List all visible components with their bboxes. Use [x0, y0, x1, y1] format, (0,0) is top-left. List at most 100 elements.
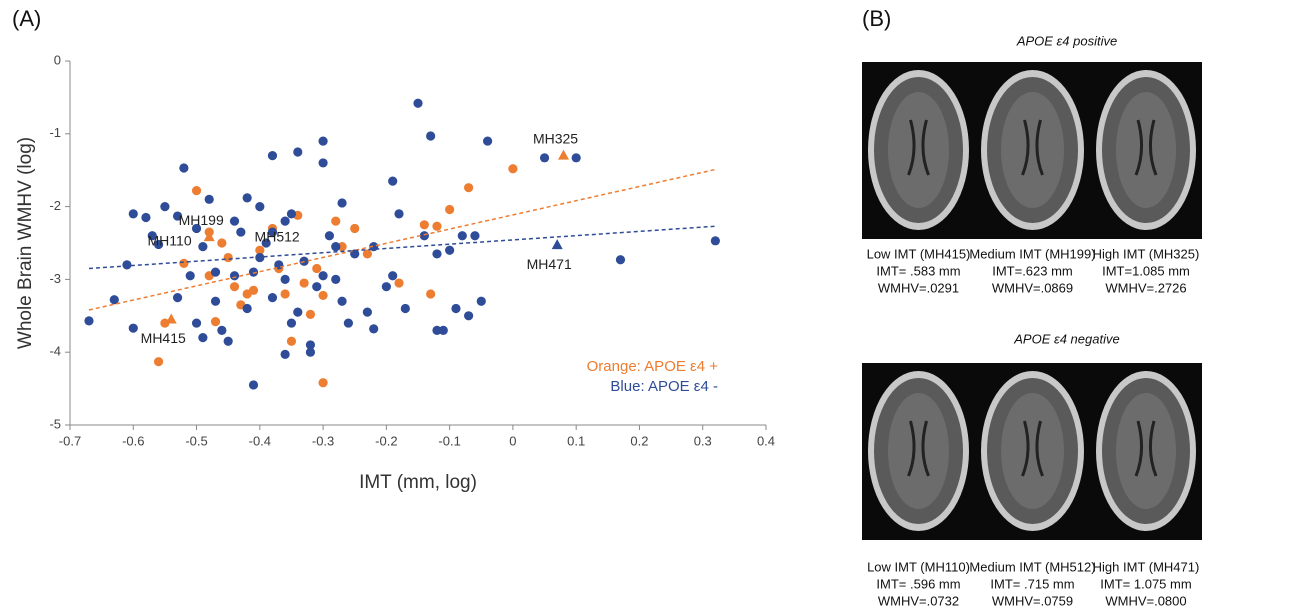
- point: [141, 212, 151, 223]
- point: [394, 278, 404, 288]
- mri-images: [862, 62, 1202, 540]
- image-caption: IMT= 1.075 mm: [1100, 576, 1191, 591]
- x-axis-title: IMT (mm, log): [359, 472, 477, 493]
- point: [426, 131, 436, 141]
- point: [286, 209, 297, 219]
- point: [464, 183, 474, 193]
- point: [318, 158, 328, 168]
- point: [305, 309, 316, 319]
- point: [128, 209, 138, 219]
- point: [464, 311, 474, 321]
- image-caption: WMHV=.0869: [992, 280, 1073, 295]
- point: [198, 333, 208, 343]
- point: [280, 274, 290, 284]
- point: [400, 303, 410, 314]
- point: [445, 204, 455, 215]
- point: [381, 282, 391, 292]
- point: [438, 325, 448, 335]
- legend-entry: Blue: APOE ε4 -: [610, 378, 718, 395]
- point: [476, 296, 486, 306]
- point: [362, 307, 372, 317]
- point: [255, 245, 265, 255]
- trendline: [88, 168, 716, 311]
- x-tick-label: -0.4: [249, 433, 271, 448]
- point: [172, 293, 183, 303]
- image-caption: IMT= .583 mm: [876, 263, 960, 278]
- annotation: MH199: [179, 212, 224, 228]
- point: [337, 242, 347, 252]
- point: [267, 227, 278, 237]
- point: [318, 136, 328, 146]
- brain-inner: [1116, 92, 1176, 208]
- point: [210, 267, 221, 277]
- point: [710, 236, 720, 246]
- image-caption: High IMT (MH325): [1093, 246, 1200, 261]
- highlight-marker: [165, 313, 177, 324]
- point: [280, 349, 290, 359]
- point: [267, 293, 278, 303]
- point: [305, 347, 316, 357]
- image-caption: IMT=.623 mm: [992, 263, 1073, 278]
- point: [229, 271, 240, 281]
- y-tick-label: -5: [49, 416, 61, 431]
- y-tick-label: -2: [49, 198, 61, 213]
- point: [324, 231, 335, 241]
- point: [122, 260, 132, 270]
- point: [280, 289, 290, 299]
- point: [179, 163, 189, 173]
- y-axis-title: Whole Brain WMHV (log): [15, 137, 36, 349]
- annotation: MH512: [255, 229, 300, 245]
- x-tick-label: 0.1: [567, 433, 585, 448]
- point: [229, 282, 240, 292]
- point: [204, 194, 214, 204]
- point: [305, 340, 316, 350]
- point: [571, 153, 581, 163]
- image-caption: WMHV=.2726: [1105, 280, 1186, 295]
- image-caption: Medium IMT (MH512): [969, 559, 1095, 574]
- point: [217, 238, 227, 248]
- brain-inner: [1001, 393, 1064, 509]
- point: [153, 239, 164, 250]
- point: [508, 164, 518, 174]
- point: [185, 271, 195, 281]
- point: [217, 325, 227, 335]
- y-tick-label: -4: [49, 344, 61, 359]
- x-tick-label: 0.4: [757, 433, 775, 448]
- point: [388, 176, 398, 186]
- y-tick-label: -3: [49, 271, 61, 286]
- point: [318, 290, 328, 301]
- point: [210, 296, 221, 306]
- point: [312, 263, 322, 274]
- x-tick-label: -0.3: [312, 433, 334, 448]
- point: [388, 271, 398, 281]
- point: [432, 221, 442, 231]
- point: [255, 202, 265, 212]
- point: [248, 285, 259, 295]
- point: [483, 136, 493, 146]
- point: [331, 274, 341, 284]
- annotation: MH110: [148, 232, 192, 248]
- point: [419, 220, 429, 230]
- point: [331, 216, 341, 226]
- image-caption: Low IMT (MH415): [867, 246, 971, 261]
- x-tick-label: 0.3: [694, 433, 712, 448]
- point: [457, 231, 467, 241]
- point: [229, 216, 240, 226]
- x-tick-label: -0.6: [122, 433, 144, 448]
- point: [191, 318, 202, 328]
- x-tick-label: 0.2: [630, 433, 648, 448]
- image-caption: Low IMT (MH110): [867, 559, 970, 574]
- point: [109, 295, 119, 305]
- point: [432, 325, 442, 335]
- x-tick-label: -0.7: [59, 433, 81, 448]
- point: [293, 307, 303, 317]
- point: [267, 151, 278, 161]
- ventricle: [1021, 420, 1044, 477]
- point: [147, 231, 157, 241]
- point: [419, 231, 429, 241]
- point: [248, 380, 259, 390]
- highlight-marker: [551, 239, 563, 250]
- image-caption: IMT=1.085 mm: [1102, 263, 1190, 278]
- point: [369, 324, 379, 334]
